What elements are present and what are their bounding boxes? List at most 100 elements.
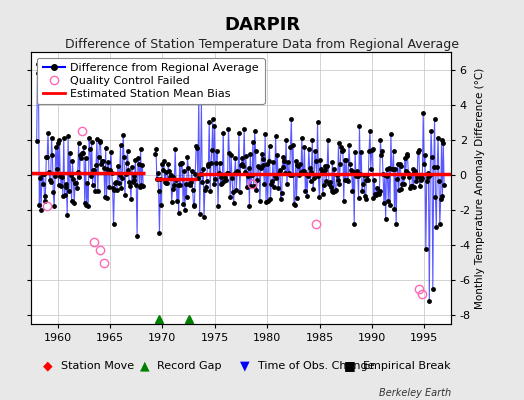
Text: DARPIR: DARPIR — [224, 16, 300, 34]
Point — [128, 178, 137, 185]
Point — [324, 136, 332, 143]
Point — [151, 151, 159, 157]
Text: Berkeley Earth: Berkeley Earth — [378, 388, 451, 398]
Point — [264, 198, 272, 204]
Point — [67, 172, 75, 178]
Point — [61, 180, 70, 187]
Point — [168, 199, 176, 205]
Point — [164, 161, 172, 168]
Point — [152, 145, 160, 152]
Point — [322, 178, 331, 184]
Point — [280, 158, 289, 164]
Point — [323, 163, 331, 170]
Point — [326, 184, 335, 190]
Point — [325, 179, 334, 185]
Point — [39, 180, 47, 187]
Point — [124, 167, 133, 173]
Point — [234, 169, 242, 176]
Point — [241, 169, 249, 175]
Point — [34, 61, 42, 68]
Point — [52, 165, 61, 172]
Point — [335, 181, 344, 188]
Point — [54, 182, 63, 188]
Point — [48, 152, 57, 159]
Point — [51, 173, 59, 180]
Point — [86, 146, 94, 152]
Point — [43, 154, 51, 160]
Point — [118, 175, 126, 181]
Point — [299, 168, 307, 174]
Point — [207, 160, 215, 166]
Point — [93, 136, 101, 142]
Point — [352, 173, 360, 179]
Point — [383, 173, 391, 179]
Point — [417, 176, 425, 183]
Point — [40, 198, 49, 204]
Point — [380, 200, 388, 206]
Point — [348, 188, 357, 194]
Point — [236, 188, 244, 195]
Point — [423, 174, 432, 180]
Point — [39, 170, 48, 177]
Point — [350, 221, 358, 227]
Point — [179, 201, 187, 207]
Point — [222, 176, 230, 183]
Point — [293, 162, 302, 168]
Point — [260, 181, 268, 187]
Text: Record Gap: Record Gap — [157, 361, 222, 371]
Point — [70, 200, 79, 206]
Point — [102, 145, 110, 152]
Point — [111, 180, 119, 186]
Point — [249, 183, 258, 190]
Y-axis label: Monthly Temperature Anomaly Difference (°C): Monthly Temperature Anomaly Difference (… — [475, 67, 485, 309]
Point — [414, 147, 423, 153]
Point — [117, 184, 126, 191]
Point — [160, 178, 169, 185]
Point — [213, 148, 221, 154]
Point — [89, 167, 97, 173]
Point — [65, 188, 73, 194]
Point — [401, 168, 410, 174]
Point — [176, 182, 184, 189]
Point — [366, 128, 374, 134]
Point — [121, 192, 129, 199]
Point — [301, 188, 310, 194]
Point — [189, 202, 198, 208]
Point — [393, 176, 401, 182]
Text: Time of Obs. Change: Time of Obs. Change — [258, 361, 374, 371]
Point — [247, 182, 255, 189]
Point — [122, 171, 130, 177]
Point — [425, 298, 433, 304]
Point — [383, 166, 391, 172]
Point — [47, 179, 55, 186]
Point — [81, 200, 89, 206]
Point — [190, 203, 199, 209]
Point — [244, 165, 253, 172]
Point — [365, 148, 373, 154]
Point — [397, 186, 406, 192]
Point — [174, 210, 183, 216]
Point — [344, 178, 352, 184]
Point — [432, 224, 441, 231]
Point — [271, 133, 280, 140]
Point — [172, 177, 180, 183]
Point — [106, 167, 114, 173]
Point — [96, 138, 105, 145]
Point — [98, 158, 106, 164]
Point — [170, 182, 179, 188]
Point — [126, 182, 134, 189]
Point — [129, 173, 138, 179]
Point — [202, 184, 210, 190]
Point — [276, 167, 284, 173]
Point — [430, 164, 438, 170]
Point — [103, 165, 112, 172]
Point — [311, 148, 319, 154]
Point — [262, 199, 270, 206]
Point — [44, 130, 52, 136]
Point — [330, 166, 339, 172]
Point — [389, 147, 398, 154]
Point — [395, 187, 403, 194]
Point — [438, 193, 446, 199]
Point — [314, 173, 323, 180]
Point — [291, 201, 299, 208]
